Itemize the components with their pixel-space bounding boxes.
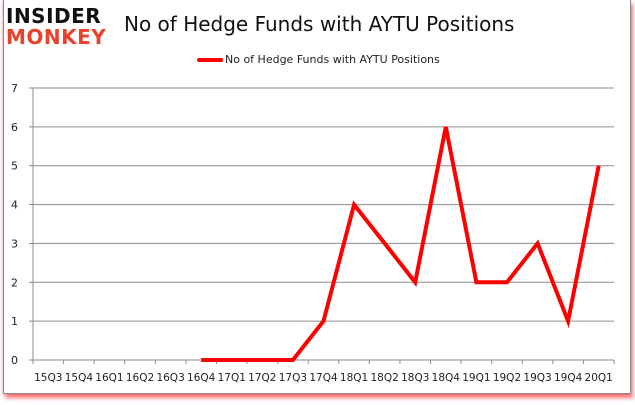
insider-monkey-logo: INSIDER MONKEY bbox=[6, 6, 118, 50]
x-tick-label: 16Q1 bbox=[95, 372, 123, 384]
series-line bbox=[201, 126, 601, 362]
x-tick-label: 17Q2 bbox=[248, 372, 276, 384]
x-tick-label: 16Q4 bbox=[187, 372, 216, 384]
y-tick-label: 0 bbox=[11, 354, 18, 367]
x-tick-label: 18Q2 bbox=[371, 372, 399, 384]
x-tick-label: 17Q4 bbox=[309, 372, 338, 384]
chart-legend: No of Hedge Funds with AYTU Positions bbox=[197, 53, 440, 66]
y-tick-label: 4 bbox=[11, 199, 18, 212]
x-tick-label: 15Q4 bbox=[65, 372, 94, 384]
x-tick-label: 18Q1 bbox=[340, 372, 368, 384]
y-tick-label: 5 bbox=[11, 160, 18, 173]
gridlines bbox=[33, 87, 614, 322]
x-axis-tick-labels: 15Q3 15Q4 16Q1 16Q2 16Q3 16Q4 17Q1 17Q2 17Q3 17Q4… bbox=[34, 372, 613, 384]
x-tick-label: 19Q3 bbox=[523, 372, 551, 384]
x-tick-label: 18Q3 bbox=[401, 372, 429, 384]
x-tick-label: 19Q2 bbox=[493, 372, 521, 384]
x-tick-label: 19Q4 bbox=[554, 372, 583, 384]
x-tick-label: 15Q3 bbox=[34, 372, 62, 384]
x-tick-label: 20Q1 bbox=[585, 372, 613, 384]
chart-title: No of Hedge Funds with AYTU Positions bbox=[124, 12, 515, 36]
x-tick-label: 17Q3 bbox=[279, 372, 307, 384]
logo-text-insider: INSIDER bbox=[6, 4, 102, 28]
x-tick-label: 16Q2 bbox=[126, 372, 154, 384]
legend-label: No of Hedge Funds with AYTU Positions bbox=[225, 53, 440, 66]
logo-text-monkey: MONKEY bbox=[6, 25, 107, 49]
y-tick-label: 6 bbox=[11, 121, 18, 134]
y-tick-label: 3 bbox=[11, 237, 18, 250]
y-tick-label: 1 bbox=[11, 315, 18, 328]
x-tick-label: 19Q1 bbox=[462, 372, 490, 384]
x-tick-label: 16Q3 bbox=[156, 372, 184, 384]
x-tick-label: 18Q4 bbox=[432, 372, 461, 384]
x-tick-label: 17Q1 bbox=[218, 372, 246, 384]
y-axis-tick-labels: 0 1 2 3 4 5 6 7 bbox=[11, 82, 18, 367]
data-series bbox=[201, 126, 601, 362]
legend-line-swatch-icon bbox=[197, 57, 223, 62]
y-tick-label: 2 bbox=[11, 276, 18, 289]
y-tick-label: 7 bbox=[11, 82, 18, 95]
